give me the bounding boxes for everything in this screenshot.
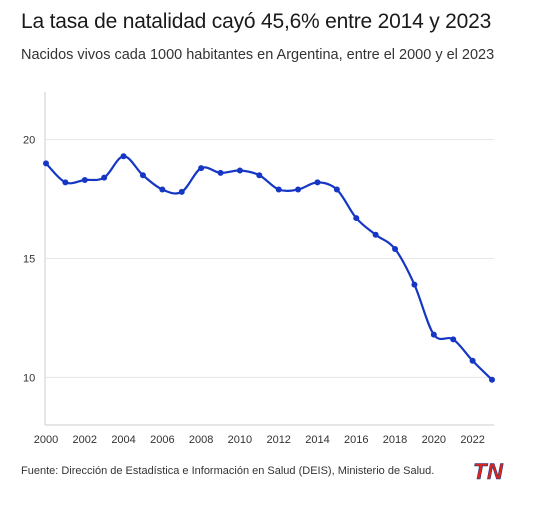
svg-text:N: N bbox=[487, 459, 504, 483]
data-point-2007 bbox=[178, 188, 185, 195]
data-point-2002 bbox=[81, 177, 88, 184]
data-point-2013 bbox=[295, 186, 302, 193]
y-tick-label: 10 bbox=[23, 372, 35, 384]
data-point-2000 bbox=[43, 160, 49, 167]
y-tick-label: 20 bbox=[23, 135, 35, 147]
data-point-2001 bbox=[62, 179, 69, 186]
tn-logo-icon: T N bbox=[473, 459, 505, 483]
x-tick-label: 2000 bbox=[34, 434, 58, 446]
data-point-2018 bbox=[392, 245, 399, 252]
x-tick-label: 2022 bbox=[460, 434, 484, 446]
axes bbox=[44, 92, 494, 426]
series-line-0 bbox=[44, 155, 494, 381]
chart-title: La tasa de natalidad cayó 45,6% entre 20… bbox=[21, 10, 492, 33]
data-point-2012 bbox=[275, 186, 282, 193]
series bbox=[43, 153, 495, 383]
x-tick-label: 2008 bbox=[189, 434, 213, 446]
line-chart: 10 15 20 2000 2002 2004 2006 2008 2010 2012 2014 20… bbox=[23, 92, 495, 446]
x-tick-label: 2016 bbox=[344, 434, 368, 446]
tick-labels: 10 15 20 2000 2002 2004 2006 2008 2010 2012 2014 20… bbox=[23, 135, 485, 446]
chart-subtitle: Nacidos vivos cada 1000 habitantes en Ar… bbox=[21, 47, 495, 63]
data-point-2019 bbox=[411, 281, 418, 288]
grid-lines bbox=[46, 139, 494, 378]
x-tick-label: 2010 bbox=[228, 434, 252, 446]
data-point-2011 bbox=[256, 172, 263, 179]
x-tick-label: 2006 bbox=[150, 434, 174, 446]
data-point-2023 bbox=[489, 376, 495, 383]
data-point-2016 bbox=[353, 215, 360, 222]
data-point-2022 bbox=[469, 357, 476, 364]
data-point-2009 bbox=[217, 169, 224, 176]
data-point-2014 bbox=[314, 179, 321, 186]
data-point-2015 bbox=[333, 186, 340, 193]
data-point-2008 bbox=[198, 165, 205, 172]
x-tick-label: 2020 bbox=[422, 434, 446, 446]
svg-text:T: T bbox=[473, 459, 488, 483]
x-tick-label: 2018 bbox=[383, 434, 407, 446]
x-tick-label: 2014 bbox=[305, 434, 329, 446]
source-note: Fuente: Dirección de Estadística e Infor… bbox=[21, 465, 435, 477]
x-tick-label: 2012 bbox=[266, 434, 290, 446]
x-tick-label: 2004 bbox=[111, 434, 135, 446]
data-point-2006 bbox=[159, 186, 166, 193]
x-tick-label: 2002 bbox=[73, 434, 97, 446]
y-tick-label: 15 bbox=[23, 254, 35, 266]
data-point-2004 bbox=[120, 153, 127, 160]
data-point-2005 bbox=[139, 172, 146, 179]
data-point-2020 bbox=[430, 331, 437, 338]
data-point-2010 bbox=[236, 167, 243, 174]
data-point-2017 bbox=[372, 231, 379, 238]
data-point-2003 bbox=[101, 174, 108, 181]
data-point-2021 bbox=[450, 336, 457, 343]
